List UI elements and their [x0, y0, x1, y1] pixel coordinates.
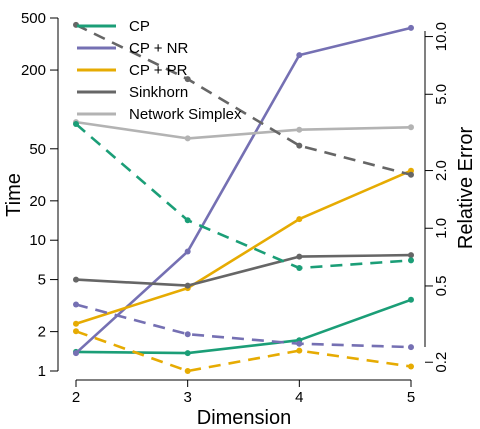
legend-item-cp-nr: CP + NR [77, 40, 188, 57]
line-cp-nr-time [75, 26, 412, 355]
line-sinkhorn-time [75, 253, 412, 287]
series-cp-pr-relative-error [73, 328, 414, 374]
legend: CP CP + NR CP + PR Sinkhorn Network Simplex [77, 18, 242, 123]
x-tick-label-2: 2 [72, 389, 80, 406]
point-network-simplex-time-5 [408, 124, 414, 131]
left-tick-label-500: 500 [21, 10, 46, 27]
point-cp-time-3 [184, 350, 191, 357]
series-sinkhorn-relative-error [73, 21, 414, 178]
line-network-simplex-time [75, 120, 412, 140]
point-cp-pr-relative-error-5 [408, 363, 414, 370]
series-network-simplex-time [73, 119, 414, 142]
left-tick-label-10: 10 [29, 232, 46, 249]
point-cp-nr-relative-error-2 [73, 301, 79, 308]
point-cp-time-5 [408, 296, 414, 303]
point-sinkhorn-time-3 [184, 282, 191, 289]
x-tick-label-5: 5 [407, 389, 415, 406]
point-cp-relative-error-2 [73, 121, 79, 127]
legend-item-cp: CP [77, 18, 150, 35]
point-cp-pr-relative-error-2 [73, 328, 79, 335]
point-cp-pr-time-5 [408, 167, 414, 174]
left-tick-label-200: 200 [21, 62, 46, 79]
point-cp-nr-relative-error-5 [408, 344, 414, 351]
right-tick-label-10-0: 10.0 [433, 22, 450, 51]
legend-item-sinkhorn: Sinkhorn [77, 84, 188, 101]
left-tick-label-50: 50 [29, 141, 46, 158]
point-sinkhorn-time-5 [408, 252, 414, 259]
line-cp-time [75, 298, 412, 355]
point-cp-pr-relative-error-3 [184, 368, 191, 374]
legend-item-cp-pr: CP + PR [77, 62, 188, 79]
series-cp-relative-error [73, 121, 414, 271]
left-tick-label-5: 5 [38, 272, 46, 289]
point-cp-pr-time-2 [73, 320, 79, 327]
point-cp-relative-error-4 [296, 265, 303, 271]
point-sinkhorn-relative-error-3 [184, 76, 191, 83]
point-cp-nr-relative-error-3 [184, 331, 191, 338]
left-tick-label-1: 1 [38, 363, 46, 380]
legend-item-network-simplex: Network Simplex [77, 106, 242, 123]
point-cp-nr-time-2 [73, 350, 79, 357]
point-cp-nr-time-3 [184, 248, 191, 255]
line-cp-pr-relative-error [75, 330, 412, 373]
point-cp-pr-relative-error-4 [296, 347, 303, 354]
point-sinkhorn-relative-error-4 [296, 142, 303, 149]
legend-label-sinkhorn: Sinkhorn [129, 84, 188, 101]
legend-label-network-simplex: Network Simplex [129, 106, 242, 123]
line-sinkhorn-relative-error [75, 23, 412, 177]
point-cp-nr-relative-error-4 [296, 340, 303, 347]
left-tick-label-20: 20 [29, 193, 46, 210]
legend-label-cp-nr: CP + NR [129, 40, 188, 57]
line-cp-pr-time [75, 169, 412, 325]
x-tick-label-4: 4 [295, 389, 303, 406]
series-sinkhorn-time [73, 252, 414, 289]
right-tick-label-0-2: 0.2 [433, 352, 450, 373]
point-network-simplex-time-4 [296, 126, 303, 133]
series-cp-nr-time [73, 24, 414, 357]
right-y-axis-title: Relative Error [455, 127, 477, 250]
point-sinkhorn-time-2 [73, 276, 79, 283]
right-tick-label-2-0: 2.0 [433, 160, 450, 181]
series-cp-pr-time [73, 167, 414, 327]
right-tick-label-0-5: 0.5 [433, 276, 450, 297]
x-tick-label-3: 3 [183, 389, 191, 406]
right-tick-label-5-0: 5.0 [433, 84, 450, 105]
ticks-layer: 1 2 5 10 20 50 200 500 0.2 0.5 1.0 2.0 5.0 10.0 2 3 4 5 [21, 10, 450, 406]
left-y-axis-title: Time [3, 173, 25, 217]
legend-label-cp-pr: CP + PR [129, 62, 188, 79]
series-layer [73, 21, 414, 374]
legend-label-cp: CP [129, 18, 150, 35]
point-cp-nr-time-5 [408, 24, 414, 31]
point-cp-relative-error-3 [184, 217, 191, 224]
x-axis-title: Dimension [197, 407, 291, 429]
point-cp-relative-error-5 [408, 257, 414, 264]
left-tick-label-2: 2 [38, 324, 46, 341]
axes-layer [57, 18, 426, 381]
line-cp-nr-relative-error [75, 303, 412, 349]
series-cp-nr-relative-error [73, 301, 414, 351]
point-cp-nr-time-4 [296, 52, 303, 59]
point-cp-pr-time-4 [296, 216, 303, 223]
point-sinkhorn-relative-error-5 [408, 171, 414, 178]
line-cp-relative-error [75, 123, 412, 270]
right-tick-label-1-0: 1.0 [433, 218, 450, 239]
point-network-simplex-time-3 [184, 135, 191, 142]
point-sinkhorn-time-4 [296, 253, 303, 260]
